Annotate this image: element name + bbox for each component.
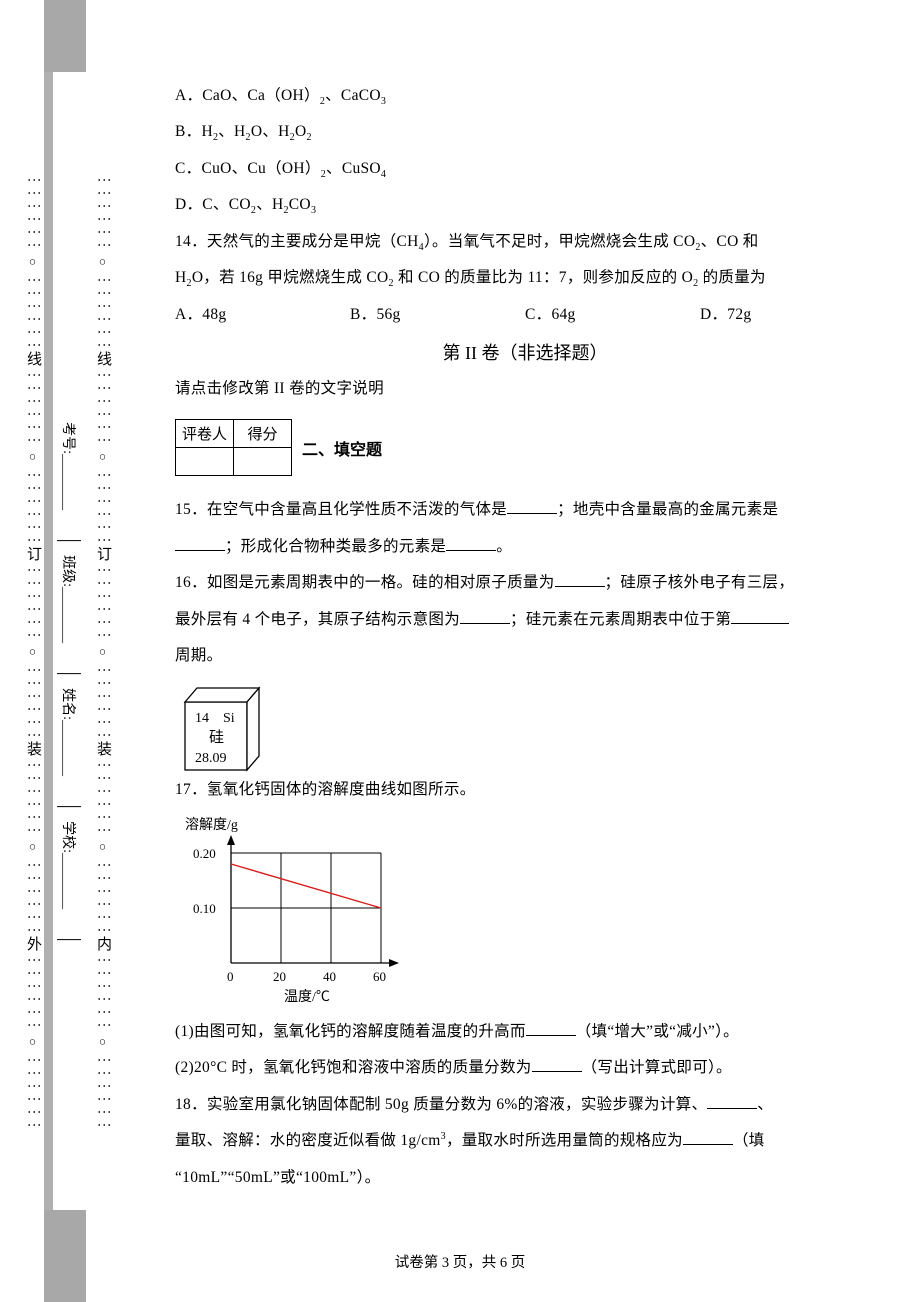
q16-line2: 最外层有 4 个电子，其原子结构示意图为；硅元素在元素周期表中位于第 [175, 602, 875, 638]
q15-line1: 15．在空气中含量高且化学性质不活泼的气体是；地壳中含量最高的金属元素是 [175, 492, 875, 528]
score-table: 评卷人 得分 [175, 419, 292, 476]
q18-line3: “10mL”“50mL”或“100mL”）。 [175, 1160, 875, 1196]
q16-blank2[interactable] [460, 608, 510, 624]
q16-blank3[interactable] [731, 608, 789, 624]
binding-dots-outer: ⋮⋮⋮⋮⋮⋮○⋮⋮⋮⋮⋮⋮线⋮⋮⋮⋮⋮⋮○⋮⋮⋮⋮⋮⋮订⋮⋮⋮⋮⋮⋮○⋮⋮⋮⋮⋮… [26, 12, 40, 1292]
svg-text:硅: 硅 [209, 729, 224, 746]
q17-title: 17．氢氧化钙固体的溶解度曲线如图所示。 [175, 772, 875, 808]
svg-text:0.20: 0.20 [193, 846, 216, 861]
student-info-labels: 学校:________姓名:________班级:________考号:____… [57, 380, 81, 940]
q14-options: A．48g B．56g C．64g D．72g [175, 297, 875, 333]
q13-option-d: D．C、CO2、H2CO3 [175, 187, 875, 223]
svg-text:14: 14 [195, 711, 209, 726]
svg-text:20: 20 [273, 969, 286, 984]
q16-line3: 周期。 [175, 638, 875, 674]
q17-chart: 溶解度/g 0 20 40 60 0.10 0.20 温度/℃ [179, 813, 875, 1008]
svg-text:温度/℃: 温度/℃ [284, 989, 330, 1003]
q16-line1: 16．如图是元素周期表中的一格。硅的相对原子质量为；硅原子核外电子有三层， [175, 565, 875, 601]
svg-text:28.09: 28.09 [195, 751, 227, 766]
svg-text:0.10: 0.10 [193, 901, 216, 916]
q14-stem-line2: H2O，若 16g 甲烷燃烧生成 CO2 和 CO 的质量比为 11：7，则参加… [175, 260, 875, 296]
q14-option-a: A．48g [175, 297, 350, 333]
periodic-element-cell: 14 Si 硅 28.09 [181, 684, 253, 766]
svg-text:60: 60 [373, 969, 386, 984]
q17-part1: (1)由图可知，氢氧化钙的溶解度随着温度的升高而（填“增大”或“减小”）。 [175, 1014, 875, 1050]
score-cell-score[interactable] [234, 448, 292, 476]
binding-margin: ⋮⋮⋮⋮⋮⋮○⋮⋮⋮⋮⋮⋮线⋮⋮⋮⋮⋮⋮○⋮⋮⋮⋮⋮⋮订⋮⋮⋮⋮⋮⋮○⋮⋮⋮⋮⋮… [0, 0, 130, 1302]
score-block: 评卷人 得分 二、填空题 [175, 413, 875, 482]
q13-option-b: B．H2、H2O、H2O2 [175, 114, 875, 150]
q17-part2: (2)20°C 时，氢氧化钙饱和溶液中溶质的质量分数为（写出计算式即可）。 [175, 1050, 875, 1086]
svg-text:Si: Si [223, 711, 235, 726]
q13-option-a: A．CaO、Ca（OH）2、CaCO3 [175, 78, 875, 114]
section-ii-title: 第 II 卷（非选择题） [175, 339, 875, 365]
q15-line2: ；形成化合物种类最多的元素是。 [175, 529, 875, 565]
svg-text:溶解度/g: 溶解度/g [185, 817, 238, 833]
svg-text:40: 40 [323, 969, 336, 984]
q18-line2: 量取、溶解：水的密度近似看做 1g/cm3，量取水时所选用量筒的规格应为（填 [175, 1123, 875, 1159]
svg-text:0: 0 [227, 969, 234, 984]
binding-dots-inner: ⋮⋮⋮⋮⋮⋮○⋮⋮⋮⋮⋮⋮线⋮⋮⋮⋮⋮⋮○⋮⋮⋮⋮⋮⋮订⋮⋮⋮⋮⋮⋮○⋮⋮⋮⋮⋮… [96, 12, 110, 1292]
q14-stem-line1: 14．天然气的主要成分是甲烷（CH4）。当氧气不足时，甲烷燃烧会生成 CO2、C… [175, 224, 875, 260]
margin-grey-top [44, 0, 86, 72]
page-content: A．CaO、Ca（OH）2、CaCO3 B．H2、H2O、H2O2 C．CuO、… [175, 78, 875, 1196]
q15-blank3[interactable] [446, 535, 496, 551]
q18-blank1[interactable] [707, 1093, 757, 1109]
q18-line1: 18．实验室用氯化钠固体配制 50g 质量分数为 6%的溶液，实验步骤为计算、、 [175, 1087, 875, 1123]
q15-blank1[interactable] [507, 499, 557, 515]
q15-blank2[interactable] [175, 535, 225, 551]
score-header-grader: 评卷人 [176, 420, 234, 448]
q14-option-c: C．64g [525, 297, 700, 333]
q16-blank1[interactable] [555, 572, 605, 588]
q18-blank2[interactable] [683, 1130, 733, 1146]
q14-option-d: D．72g [700, 297, 875, 333]
q17-blank2[interactable] [532, 1057, 582, 1073]
q13-option-c: C．CuO、Cu（OH）2、CuSO4 [175, 151, 875, 187]
q14-option-b: B．56g [350, 297, 525, 333]
score-header-score: 得分 [234, 420, 292, 448]
margin-grey-strip [44, 72, 53, 1210]
page-footer: 试卷第 3 页，共 6 页 [0, 1251, 920, 1272]
section-ii-note: 请点击修改第 II 卷的文字说明 [175, 371, 875, 407]
score-cell-grader[interactable] [176, 448, 234, 476]
subsection-fill-blanks: 二、填空题 [302, 436, 382, 460]
q17-blank1[interactable] [526, 1020, 576, 1036]
